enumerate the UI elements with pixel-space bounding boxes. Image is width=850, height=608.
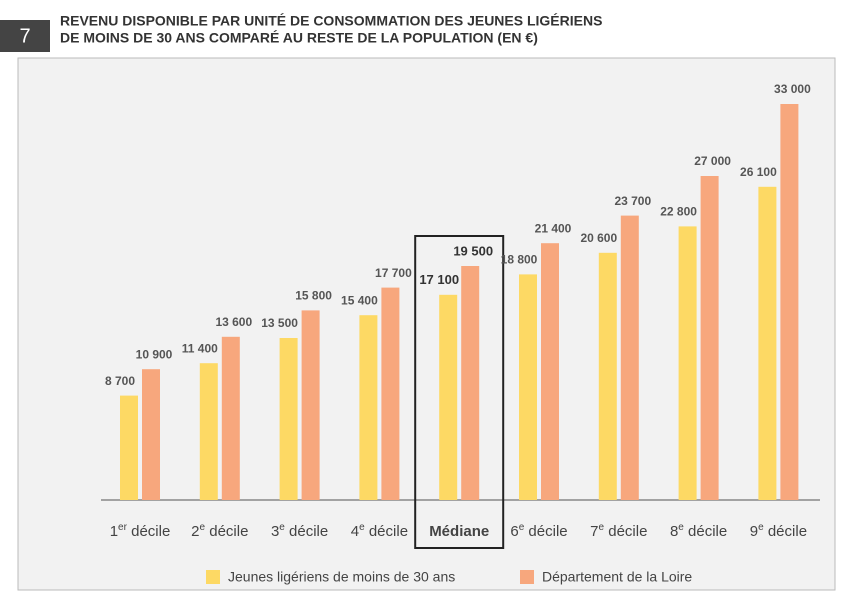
x-tick-label: 9e décile <box>750 522 807 540</box>
legend-label: Département de la Loire <box>542 569 692 585</box>
value-label: 13 600 <box>215 315 252 329</box>
bar <box>279 338 298 500</box>
chart-title: REVENU DISPONIBLE PAR UNITÉ DE CONSOMMAT… <box>60 13 602 29</box>
x-tick-label-part: 6 <box>510 523 518 540</box>
x-tick-label-part: décile <box>205 523 248 540</box>
x-tick-label-part: e <box>758 522 764 533</box>
value-label: 8 700 <box>105 374 135 388</box>
x-tick-label-part: décile <box>764 523 807 540</box>
bar <box>678 226 697 500</box>
bar <box>700 176 719 500</box>
x-tick-label-part: e <box>519 522 525 533</box>
value-label: 19 500 <box>453 243 493 258</box>
x-tick-label: 2e décile <box>191 522 248 540</box>
bar <box>519 274 537 500</box>
value-label: 13 500 <box>261 316 298 330</box>
badge-box <box>0 20 50 52</box>
bar <box>439 294 458 500</box>
value-label: 18 800 <box>501 253 538 267</box>
value-label: 21 400 <box>535 221 572 235</box>
x-tick-label-part: décile <box>365 523 408 540</box>
x-tick-label: 6e décile <box>510 522 567 540</box>
x-tick-label-part: décile <box>127 523 170 540</box>
bar <box>780 104 799 500</box>
x-tick-label-part: décile <box>524 523 567 540</box>
value-label: 17 100 <box>419 272 459 287</box>
value-label: 22 800 <box>660 205 697 219</box>
bar <box>199 363 218 500</box>
value-label: 15 800 <box>295 289 332 303</box>
x-tick-label-part: e <box>359 522 365 533</box>
x-tick-label: 7e décile <box>590 522 647 540</box>
panel <box>17 57 836 591</box>
highlight-box <box>414 235 505 549</box>
value-label: 26 100 <box>740 165 777 179</box>
chart-title: DE MOINS DE 30 ANS COMPARÉ AU RESTE DE L… <box>60 30 538 46</box>
x-tick-label-part: 3 <box>271 523 279 540</box>
bar <box>301 310 320 500</box>
value-label: 10 900 <box>136 347 173 361</box>
legend-label: Jeunes ligériens de moins de 30 ans <box>228 569 455 585</box>
value-label: 33 000 <box>774 82 811 96</box>
bar <box>598 252 617 500</box>
x-tick-label: 3e décile <box>271 522 328 540</box>
value-label: 11 400 <box>182 341 218 355</box>
x-tick-label: 1er décile <box>110 522 171 540</box>
bar <box>359 315 378 500</box>
x-tick-label-part: 8 <box>670 523 678 540</box>
legend-swatch <box>206 570 220 584</box>
bar <box>381 287 400 500</box>
x-tick-label-part: décile <box>604 523 647 540</box>
value-label: 27 000 <box>694 154 731 168</box>
x-tick-label-part: e <box>279 522 285 533</box>
bar <box>758 186 777 501</box>
x-tick-label: Médiane <box>429 523 489 540</box>
value-label: 17 700 <box>375 266 412 280</box>
x-tick-label-part: e <box>678 522 684 533</box>
bar <box>120 395 138 500</box>
x-tick-label-part: décile <box>684 523 727 540</box>
value-label: 23 700 <box>614 194 651 208</box>
x-tick-label-part: er <box>118 522 128 533</box>
bar <box>620 215 639 500</box>
x-tick-label-part: 9 <box>750 523 758 540</box>
x-tick-label-part: 7 <box>590 523 598 540</box>
x-tick-label-part: décile <box>285 523 328 540</box>
x-tick-label-part: e <box>599 522 605 533</box>
x-tick-label-part: 2 <box>191 523 199 540</box>
badge: 7 <box>19 25 30 47</box>
x-tick-label-part: 4 <box>351 523 359 540</box>
x-tick-label-part: 1 <box>110 523 118 540</box>
bar <box>221 336 240 500</box>
value-label: 15 400 <box>341 293 378 307</box>
legend-swatch <box>520 570 534 584</box>
x-tick-label-part: Médiane <box>429 523 489 540</box>
bar <box>142 369 160 500</box>
x-tick-label: 4e décile <box>351 522 408 540</box>
x-tick-label: 8e décile <box>670 522 727 540</box>
value-label: 20 600 <box>580 231 617 245</box>
x-tick-label-part: e <box>200 522 206 533</box>
bar <box>461 266 480 500</box>
bar <box>541 243 559 500</box>
